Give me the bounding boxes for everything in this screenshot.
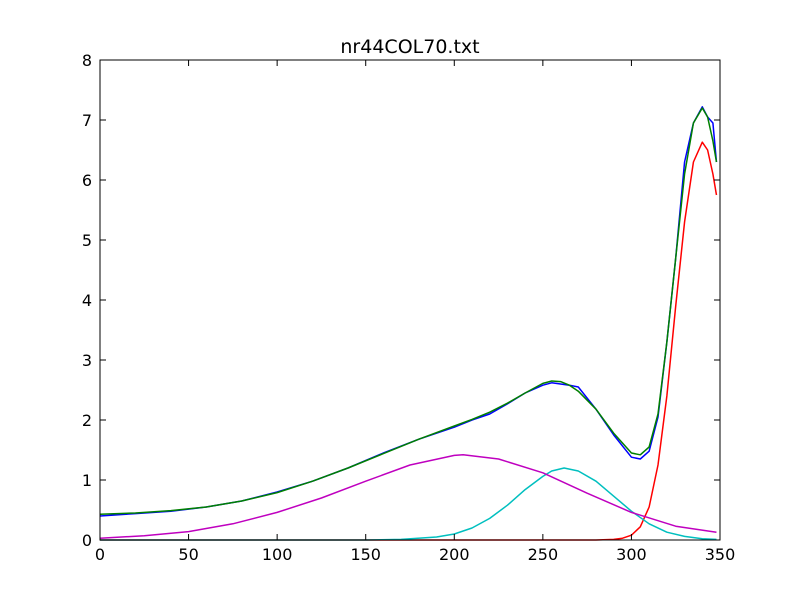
x-tick-label: 50 [178,545,198,564]
y-tick-label: 3 [82,351,92,370]
ticks-layer: 0 50 100 150 200 250 300 350 0 1 2 3 4 5 6 7 8 [82,51,735,564]
series-line-3 [100,141,718,541]
y-tick-label: 8 [82,51,92,70]
series-line-5 [99,454,717,539]
x-tick-label: 200 [439,545,470,564]
x-tick-label: 300 [616,545,647,564]
y-tick-label: 0 [82,531,92,550]
y-tick-label: 5 [82,231,92,250]
y-tick-label: 2 [82,411,92,430]
y-tick-label: 4 [82,291,92,310]
x-tick-label: 250 [528,545,559,564]
y-tick-label: 1 [82,471,92,490]
x-tick-label: 100 [262,545,293,564]
y-tick-label: 6 [82,171,92,190]
x-tick-label: 350 [705,545,736,564]
series-layer [99,106,718,541]
series-line-2 [99,107,718,515]
x-tick-label: 0 [95,545,105,564]
y-tick-label: 7 [82,111,92,130]
x-tick-label: 150 [350,545,381,564]
series-line-4 [100,467,717,541]
plot-frame [99,59,721,541]
chart-title: nr44COL70.txt [340,36,479,58]
